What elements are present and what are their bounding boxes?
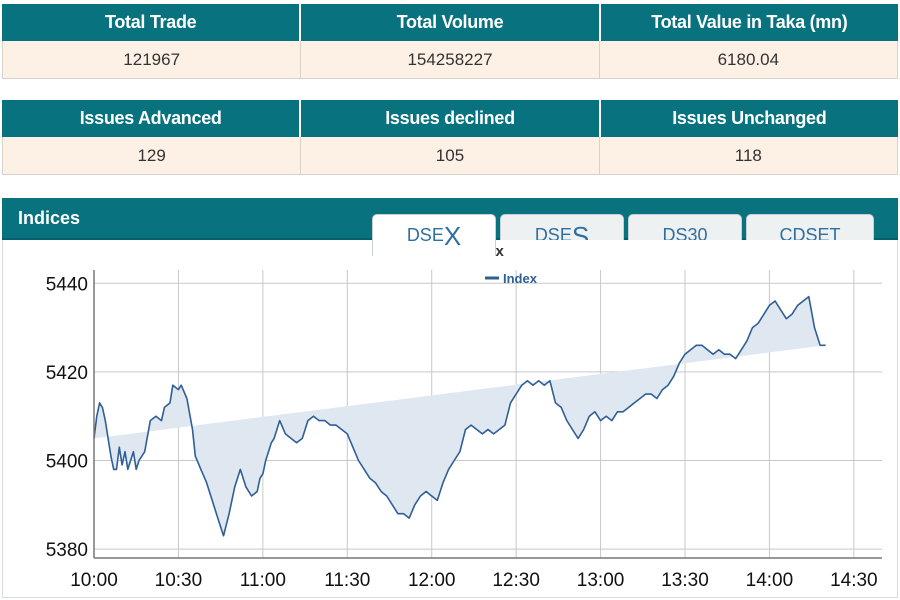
x-tick-label: 14:30 bbox=[830, 570, 878, 591]
legend-label-index: Index bbox=[503, 271, 538, 286]
summary-value-row: 121967 154258227 6180.04 bbox=[2, 41, 898, 79]
issues-advanced-value: 129 bbox=[2, 137, 302, 175]
total-volume-value: 154258227 bbox=[301, 41, 600, 79]
total-value-value: 6180.04 bbox=[599, 41, 898, 79]
issues-declined-value: 105 bbox=[301, 137, 600, 175]
total-trade-header: Total Trade bbox=[2, 4, 302, 41]
y-tick-label: 5400 bbox=[46, 452, 88, 473]
index-series-line bbox=[93, 295, 826, 537]
total-volume-header: Total Volume bbox=[301, 4, 601, 41]
x-tick-label: 14:00 bbox=[746, 570, 794, 591]
issues-advanced-header: Issues Advanced bbox=[2, 100, 302, 137]
tab-dsex[interactable]: DSE X bbox=[372, 214, 496, 256]
issues-unchanged-value: 118 bbox=[599, 137, 898, 175]
x-tick-label: 11:30 bbox=[324, 570, 370, 591]
x-axis-ticks: 10:00 10:30 11:00 11:30 12:00 12:30 13:00 13:30… bbox=[70, 570, 877, 591]
x-tick-label: 12:00 bbox=[408, 570, 456, 591]
total-value-header: Total Value in Taka (mn) bbox=[600, 4, 898, 41]
index-area-fill bbox=[94, 296, 826, 536]
indices-title: Indices bbox=[18, 208, 81, 228]
y-tick-label: 5380 bbox=[46, 540, 88, 561]
x-tick-label: 12:30 bbox=[492, 570, 540, 591]
tab-dsex-suffix: X bbox=[443, 220, 462, 251]
issues-header-row: Issues Advanced Issues declined Issues U… bbox=[2, 100, 898, 137]
x-tick-label: 10:00 bbox=[70, 570, 118, 591]
issues-table: Issues Advanced Issues declined Issues U… bbox=[2, 100, 898, 175]
x-tick-label: 11:00 bbox=[240, 570, 286, 591]
index-chart-panel: 10:00 10:30 11:00 11:30 12:00 12:30 13:00 13:30… bbox=[2, 240, 898, 598]
issues-unchanged-header: Issues Unchanged bbox=[600, 100, 898, 137]
index-chart: 10:00 10:30 11:00 11:30 12:00 12:30 13:00 13:30… bbox=[46, 243, 882, 591]
x-tick-label: 13:30 bbox=[661, 570, 709, 591]
x-tick-label: 13:00 bbox=[577, 570, 625, 591]
issues-value-row: 129 105 118 bbox=[2, 137, 898, 175]
y-tick-label: 5440 bbox=[46, 274, 88, 295]
summary-header-row: Total Trade Total Volume Total Value in … bbox=[2, 4, 898, 41]
tab-dsex-prefix: DSE bbox=[406, 225, 444, 245]
x-tick-label: 10:30 bbox=[155, 570, 203, 591]
total-trade-value: 121967 bbox=[2, 41, 302, 79]
y-axis-ticks: 5380 5400 5420 5440 bbox=[46, 274, 88, 561]
summary-table: Total Trade Total Volume Total Value in … bbox=[2, 4, 898, 79]
issues-declined-header: Issues declined bbox=[301, 100, 601, 137]
y-tick-label: 5420 bbox=[46, 363, 88, 384]
